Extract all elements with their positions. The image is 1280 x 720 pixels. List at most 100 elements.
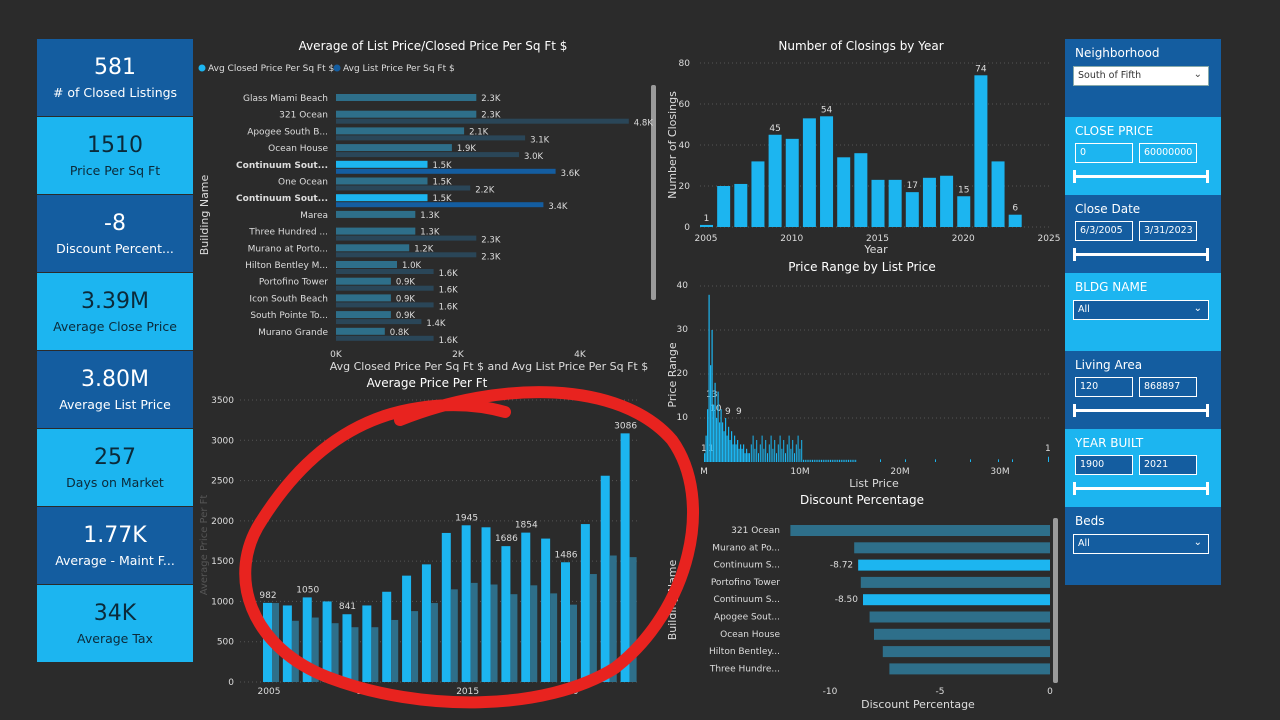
avgprice-data-label: 1945 [455,513,478,523]
kpi-average-list-price[interactable]: 3.80M Average List Price [37,351,193,428]
year-built-slider[interactable] [1073,482,1209,495]
bldg-list-bar [336,302,434,308]
avgprice-data-label: 841 [339,602,356,612]
bldg-category-label: Murano Grande [258,328,328,338]
bldg-closed-bar [336,194,428,202]
living-area-min-input[interactable]: 120 [1075,377,1133,397]
close-date-end-input[interactable]: 3/31/2023 [1139,221,1197,241]
close-date-slider[interactable] [1073,248,1209,261]
avgprice-series2-bar [570,604,577,682]
legend-closed-label: Avg Closed Price Per Sq Ft $ [208,64,334,74]
year-built-max-input[interactable]: 2021 [1139,455,1197,475]
bldg-chart-scrollbar[interactable] [651,85,656,300]
pricerange-bar [759,444,761,462]
discount-category-label: Portofino Tower [711,578,780,588]
pricerange-bar [781,448,783,462]
filter-close-date: Close Date 6/3/2005 3/31/2023 [1065,195,1221,273]
kpi-average-close-price[interactable]: 3.39M Average Close Price [37,273,193,350]
discount-bar [874,628,1050,640]
pricerange-bar [801,440,803,462]
discount-x-tick: -5 [936,687,945,697]
close-price-max-input[interactable]: 60000000 [1139,143,1197,163]
bldg-name-dropdown[interactable]: All ⌄ [1073,300,1209,320]
bldg-closed-value: 2.1K [469,127,489,137]
closings-bar [854,153,868,227]
avgprice-data-label: 1686 [495,534,518,544]
bldg-chart-title: Average of List Price/Closed Price Per S… [299,39,568,53]
closings-x-tick: 2025 [1038,234,1061,244]
bldg-list-bar [336,335,434,341]
kpi-label: Average List Price [59,397,171,412]
bldg-category-label: Marea [300,211,328,221]
pricerange-bar [732,444,734,462]
closings-bar [974,75,988,227]
pricerange-bar [783,440,785,462]
closings-data-label: 15 [958,185,969,195]
kpi-closed-listings[interactable]: 581 # of Closed Listings [37,39,193,116]
discount-bars: -10 -5 0 321 Ocean Murano at Po... Continuum … [709,525,1053,697]
pricerange-data-label: 9 [725,407,731,417]
pricerange-bar [905,459,906,462]
kpi-average-maint-fee[interactable]: 1.77K Average - Maint F... [37,507,193,584]
avgprice-data-label: 1854 [515,521,538,531]
bldg-closed-value: 0.9K [396,311,416,321]
closings-bar [940,175,954,227]
pricerange-bar [779,435,781,462]
pricerange-bar [810,459,812,462]
bldg-closed-bar [336,127,465,135]
pricerange-bar [880,459,881,462]
living-area-slider[interactable] [1073,404,1209,417]
pricerange-bar [803,459,804,462]
pricerange-x-tick: 20M [890,467,909,477]
kpi-value: 3.39M [81,289,149,314]
avgprice-series1-bar [362,605,372,682]
pricerange-bar [935,459,936,462]
pricerange-data-label: 1 [1045,444,1051,454]
bldg-closed-value: 0.9K [396,294,416,304]
filter-label: BLDG NAME [1075,280,1148,294]
pricerange-chart-title: Price Range by List Price [788,260,936,274]
filter-beds: Beds All ⌄ [1065,507,1221,585]
discount-category-label: Murano at Po... [712,543,780,553]
pricerange-bar [837,459,839,462]
beds-dropdown[interactable]: All ⌄ [1073,534,1209,554]
pricerange-bar [788,435,790,462]
avgprice-series1-bar [382,591,392,682]
year-built-min-input[interactable]: 1900 [1075,455,1133,475]
bldg-list-value: 1.6K [439,302,459,312]
pricerange-bar [740,444,742,462]
close-price-slider[interactable] [1073,170,1209,183]
bldg-list-bar [336,135,526,141]
pricerange-data-label: 1 [701,444,707,454]
discount-chart-scrollbar[interactable] [1053,518,1058,683]
bldg-closed-bar [336,294,391,302]
discount-bar [882,646,1050,658]
bldg-closed-value: 1.9K [457,144,477,154]
filter-label: YEAR BUILT [1075,436,1144,450]
bldg-closed-bar [336,144,452,152]
pricerange-bar [729,440,731,462]
avgprice-series1-bar [302,597,312,682]
bldg-closed-bar [336,94,477,101]
pricerange-bar [970,459,971,462]
avgprice-series2-bar [510,594,518,682]
bldg-category-label: One Ocean [278,178,328,188]
kpi-discount-percent[interactable]: -8 Discount Percent... [37,195,193,272]
closings-bar [905,192,919,227]
living-area-max-input[interactable]: 868897 [1139,377,1197,397]
kpi-days-on-market[interactable]: 257 Days on Market [37,429,193,506]
kpi-average-tax[interactable]: 34K Average Tax [37,585,193,662]
pricerange-bar [704,453,706,462]
kpi-price-per-sqft[interactable]: 1510 Price Per Sq Ft [37,117,193,194]
avgprice-data-label: 1486 [555,550,578,560]
pricerange-y-tick: 20 [677,369,689,379]
bldg-list-value: 1.6K [439,336,459,346]
close-date-start-input[interactable]: 6/3/2005 [1075,221,1133,241]
closings-data-label: 1 [704,214,710,224]
pricerange-bar [749,453,750,462]
filter-label: Living Area [1075,358,1143,372]
neighborhood-dropdown[interactable]: South of Fifth ⌄ [1073,66,1209,86]
avgprice-series2-bar [411,611,419,682]
close-price-min-input[interactable]: 0 [1075,143,1133,163]
bldg-list-value: 1.6K [439,269,459,279]
